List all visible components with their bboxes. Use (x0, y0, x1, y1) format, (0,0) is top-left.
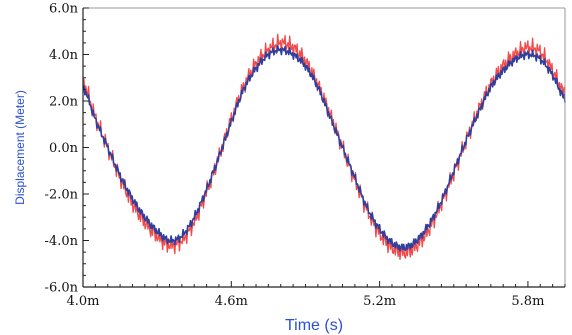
x-axis-title: Time (s) (285, 317, 343, 334)
x-tick-label: 5.8m (511, 294, 544, 309)
x-tick-labels: 4.0m 4.6m 5.2m 5.8m (66, 294, 544, 309)
axes-layer (82, 7, 566, 288)
series-layer (82, 33, 566, 260)
blue-series-line (82, 44, 566, 252)
y-axis-title: Displacement (Meter) (13, 90, 27, 205)
y-tick-label: -2.0n (45, 188, 79, 203)
y-tick-label: -4.0n (45, 234, 79, 249)
y-tick-label: 0.0n (49, 141, 79, 156)
x-tick-label: 5.2m (363, 294, 396, 309)
y-tick-label: 2.0n (49, 95, 79, 110)
y-tick-label: -6.0n (45, 281, 79, 296)
y-tick-label: 4.0n (49, 48, 79, 63)
plot-area (83, 8, 565, 287)
x-tick-label: 4.6m (215, 294, 248, 309)
y-tick-label: 6.0n (49, 2, 79, 17)
x-tick-label: 4.0m (66, 294, 99, 309)
y-tick-labels: 6.0n 4.0n 2.0n 0.0n -2.0n -4.0n -6.0n (45, 2, 79, 296)
plot-background (83, 8, 565, 287)
